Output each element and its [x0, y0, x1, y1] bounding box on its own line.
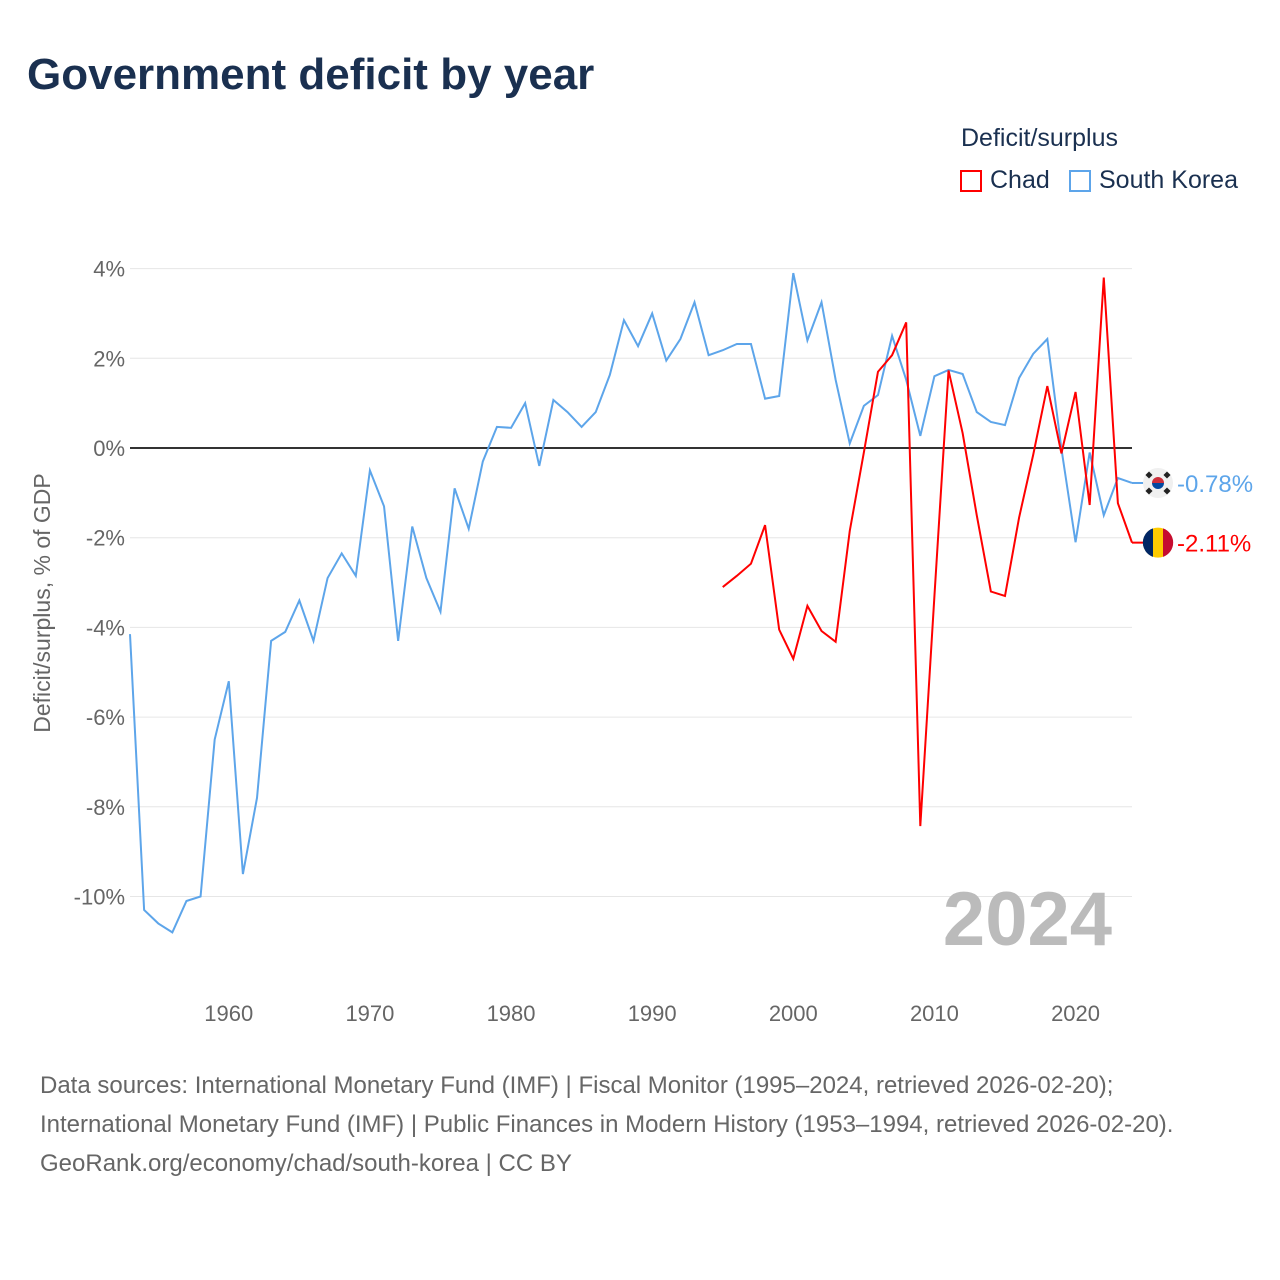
- x-tick-label: 1970: [345, 1001, 394, 1026]
- data-sources: Data sources: International Monetary Fun…: [40, 1072, 1174, 1138]
- x-tick-label: 1990: [628, 1001, 677, 1026]
- legend-label: Chad: [990, 166, 1050, 194]
- y-tick-label: 2%: [93, 346, 125, 371]
- flag-taegeuk: [1152, 476, 1164, 483]
- footer: Data sources: International Monetary Fun…: [40, 1066, 1240, 1183]
- legend-title: Deficit/surplus: [961, 124, 1118, 152]
- year-label: 2024: [943, 877, 1112, 962]
- legend-item-south-korea[interactable]: South Korea: [1069, 166, 1238, 195]
- legend-swatch: [960, 169, 982, 192]
- y-tick-label: 0%: [93, 436, 125, 461]
- x-tick-label: 2020: [1051, 1001, 1100, 1026]
- legend-item-chad[interactable]: Chad: [960, 166, 1050, 195]
- y-tick-label: -2%: [86, 526, 125, 551]
- series-line-south-korea: [129, 272, 1133, 934]
- end-value-label: -2.11%: [1177, 531, 1251, 558]
- flag-stripe: [1163, 528, 1174, 557]
- legend-swatch: [1069, 169, 1091, 192]
- end-value-label: -0.78%: [1177, 471, 1253, 498]
- x-tick-label: 1960: [204, 1001, 253, 1026]
- series-line-chad: [722, 277, 1133, 827]
- x-tick-label: 2000: [769, 1001, 818, 1026]
- y-tick-label: -4%: [86, 615, 125, 640]
- credit-link[interactable]: GeoRank.org/economy/chad/south-korea | C…: [40, 1150, 572, 1177]
- y-tick-label: -8%: [86, 795, 125, 820]
- x-tick-label: 1980: [487, 1001, 536, 1026]
- x-tick-label: 2010: [910, 1001, 959, 1026]
- flag-taegeuk: [1152, 482, 1164, 489]
- y-tick-label: -10%: [74, 885, 125, 910]
- y-axis-label: Deficit/surplus, % of GDP: [29, 473, 55, 732]
- chart-plot: 4% 2% 0% -2% -4% -6% -8% -10% 1960 1970 1980 1990 20…: [29, 257, 1253, 1026]
- y-tick-label: -6%: [86, 705, 125, 730]
- y-tick-label: 4%: [93, 257, 125, 282]
- chart-title: Government deficit by year: [27, 50, 595, 99]
- legend-label: South Korea: [1099, 166, 1238, 194]
- flag-stripe: [1142, 528, 1153, 557]
